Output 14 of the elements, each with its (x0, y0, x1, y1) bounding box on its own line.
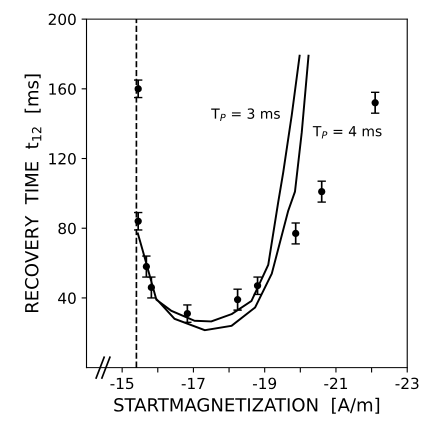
y-tick-label: 40 (58, 292, 76, 304)
x-tick-label: -19 (252, 378, 276, 390)
x-tick-label: -17 (182, 378, 205, 389)
x-tick-label: -15 (110, 378, 134, 390)
annotation: T$_{P}$ = 4 ms (312, 126, 382, 138)
annotation: T$_{P}$ = 3 ms (211, 108, 280, 121)
x-axis-title: STARTMAGNETIZATION [A/m] (114, 398, 380, 414)
y-axis-title: RECOVERY TIME t$_{12}$ [ms] (24, 74, 42, 312)
y-tick-label: 120 (49, 152, 76, 165)
x-tick-label: -21 (324, 378, 348, 389)
y-tick-label: 160 (49, 83, 76, 95)
y-tick-label: 200 (48, 14, 76, 26)
y-tick-label: 80 (58, 222, 76, 234)
x-tick-label: -23 (396, 378, 418, 390)
